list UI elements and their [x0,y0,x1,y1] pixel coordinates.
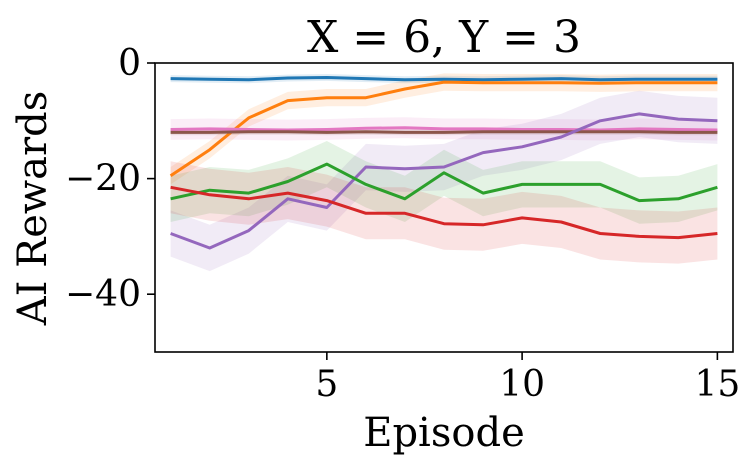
series-0-line [170,76,718,82]
series-5-band [170,141,718,224]
series-lines [169,76,718,250]
y-axis-ticks: 0 −20 −40 [65,43,155,315]
x-axis-ticks: 5 10 15 [315,352,740,405]
x-tick-label: 15 [694,364,740,405]
x-tick-label: 5 [315,364,338,405]
series-6-line [170,185,718,240]
series-1-band [170,73,718,185]
y-tick-label: −20 [65,159,141,200]
chart-title: X = 6, Y = 3 [307,12,581,63]
y-tick-label: 0 [118,43,141,84]
series-2-line [170,126,718,132]
series-4-band [170,90,718,272]
series-1-line [169,80,718,177]
y-axis-label: AI Rewards [10,91,56,327]
y-tick-label: −40 [65,274,141,315]
series-6-band [170,161,718,264]
series-5-line [170,162,718,203]
series-4-line [170,112,718,250]
x-axis-label: Episode [363,410,524,456]
x-tick-label: 10 [499,364,545,405]
plot-frame [154,62,734,353]
series-3-line [170,130,718,134]
